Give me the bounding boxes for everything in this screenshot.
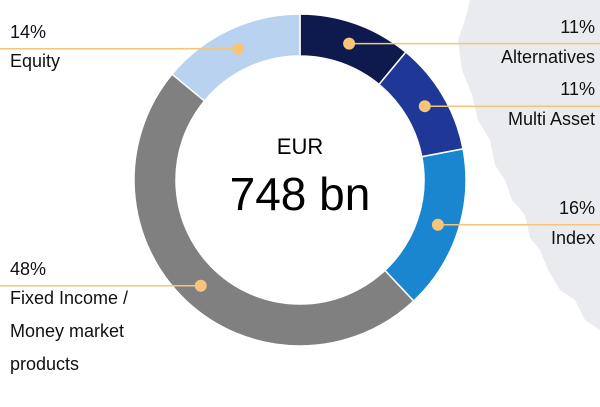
- center-label: EUR: [277, 134, 323, 159]
- total-label: 748 bn: [230, 168, 371, 220]
- background-map: [458, 0, 600, 330]
- value-label: 14%: [10, 21, 47, 42]
- value-label: 11%: [560, 16, 595, 37]
- category-label: Equity: [10, 50, 61, 71]
- value-label: 48%: [10, 258, 47, 279]
- donut-segment: [171, 13, 301, 103]
- value-label: 16%: [558, 197, 595, 218]
- leader-dot: [194, 279, 207, 292]
- leader-dot: [418, 100, 431, 113]
- category-label: Fixed Income / Money market products: [10, 287, 129, 374]
- category-label: Index: [550, 227, 595, 248]
- donut-segment: [133, 73, 415, 347]
- category-label: Multi Asset: [507, 109, 595, 130]
- leader-dot: [232, 42, 245, 55]
- category-label: Alternatives: [500, 46, 595, 67]
- value-label: 11%: [560, 79, 595, 100]
- leader-dot: [343, 37, 356, 50]
- leader-dot: [431, 218, 444, 231]
